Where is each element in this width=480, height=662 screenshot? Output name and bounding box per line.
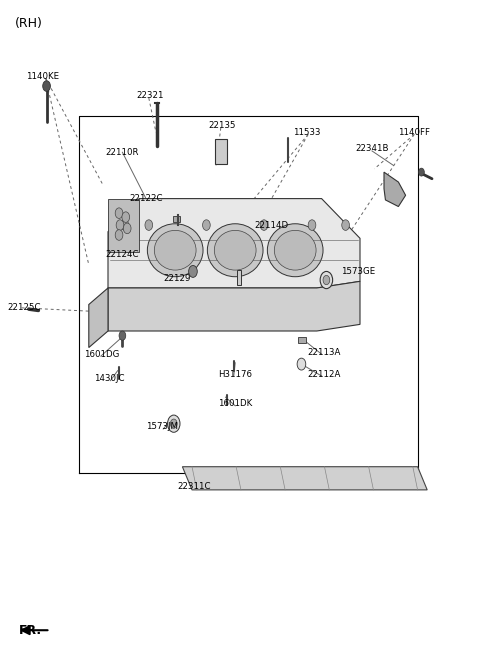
- Text: 22321: 22321: [137, 91, 164, 101]
- Ellipse shape: [214, 230, 256, 270]
- FancyBboxPatch shape: [237, 270, 241, 285]
- Text: 11533: 11533: [293, 128, 320, 137]
- Text: H31176: H31176: [218, 369, 252, 379]
- Polygon shape: [108, 199, 360, 288]
- Polygon shape: [89, 288, 108, 348]
- Polygon shape: [108, 281, 360, 331]
- Text: 1601DG: 1601DG: [84, 350, 120, 359]
- Text: 22124C: 22124C: [106, 250, 139, 260]
- Text: 22311C: 22311C: [178, 482, 211, 491]
- Circle shape: [170, 419, 177, 428]
- FancyBboxPatch shape: [215, 139, 227, 164]
- Ellipse shape: [147, 224, 203, 277]
- Circle shape: [419, 168, 424, 176]
- Text: 22125C: 22125C: [7, 303, 41, 312]
- Text: 22341B: 22341B: [355, 144, 389, 154]
- Circle shape: [145, 220, 153, 230]
- Circle shape: [123, 223, 131, 234]
- Circle shape: [116, 220, 124, 230]
- Text: 1430JC: 1430JC: [94, 374, 124, 383]
- Text: 1573JM: 1573JM: [146, 422, 179, 432]
- Circle shape: [43, 81, 50, 91]
- Circle shape: [260, 220, 268, 230]
- Text: 1140KE: 1140KE: [26, 71, 60, 81]
- Text: 22113A: 22113A: [307, 348, 341, 357]
- Text: 22114D: 22114D: [254, 220, 288, 230]
- Text: FR.: FR.: [19, 624, 42, 637]
- Circle shape: [115, 230, 123, 240]
- Text: (RH): (RH): [14, 17, 42, 30]
- Circle shape: [121, 220, 129, 230]
- Polygon shape: [384, 172, 406, 207]
- FancyBboxPatch shape: [173, 216, 180, 222]
- FancyBboxPatch shape: [298, 337, 306, 343]
- Text: 22135: 22135: [209, 121, 236, 130]
- Circle shape: [168, 415, 180, 432]
- Circle shape: [342, 220, 349, 230]
- Text: 1601DK: 1601DK: [218, 399, 252, 408]
- Circle shape: [320, 271, 333, 289]
- Polygon shape: [108, 199, 139, 252]
- Text: 1573GE: 1573GE: [341, 267, 375, 276]
- Circle shape: [189, 265, 197, 277]
- Circle shape: [115, 208, 123, 218]
- Circle shape: [122, 212, 130, 222]
- Circle shape: [308, 220, 316, 230]
- Text: 22112A: 22112A: [307, 369, 341, 379]
- Text: 22129: 22129: [163, 273, 191, 283]
- Ellipse shape: [155, 230, 196, 270]
- Text: 22122C: 22122C: [130, 194, 163, 203]
- Text: 22110R: 22110R: [106, 148, 139, 157]
- Circle shape: [297, 358, 306, 370]
- Ellipse shape: [274, 230, 316, 270]
- Polygon shape: [182, 467, 427, 490]
- Circle shape: [203, 220, 210, 230]
- Ellipse shape: [207, 224, 263, 277]
- Circle shape: [119, 331, 126, 340]
- Circle shape: [323, 275, 330, 285]
- Text: 1140FF: 1140FF: [398, 128, 431, 137]
- Ellipse shape: [267, 224, 323, 277]
